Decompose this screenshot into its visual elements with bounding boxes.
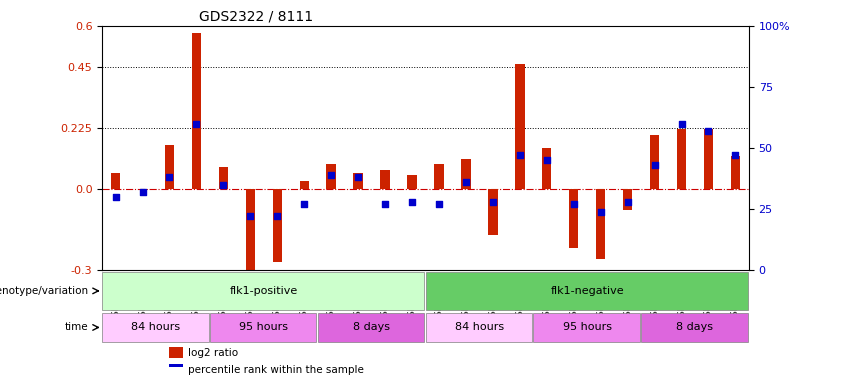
Point [486, 199, 500, 205]
Point [297, 201, 311, 207]
Point [620, 199, 634, 205]
Text: percentile rank within the sample: percentile rank within the sample [188, 365, 364, 375]
Point [109, 194, 123, 200]
Bar [461, 159, 471, 189]
Point [405, 199, 419, 205]
Bar [191, 33, 201, 189]
Bar [219, 167, 228, 189]
Bar [408, 175, 417, 189]
Bar [169, 364, 183, 375]
FancyBboxPatch shape [426, 272, 747, 310]
FancyBboxPatch shape [317, 314, 424, 342]
Point [701, 128, 715, 134]
Bar [169, 347, 183, 358]
Point [567, 201, 580, 207]
Bar [111, 172, 120, 189]
Bar [488, 189, 498, 235]
Point [324, 172, 338, 178]
Bar [623, 189, 632, 210]
FancyBboxPatch shape [210, 314, 317, 342]
Point [675, 121, 688, 127]
Point [135, 189, 150, 195]
Bar [704, 129, 713, 189]
FancyBboxPatch shape [534, 314, 640, 342]
Text: flk1-positive: flk1-positive [230, 286, 298, 296]
Text: flk1-negative: flk1-negative [551, 286, 624, 296]
Point [243, 213, 257, 219]
Text: 8 days: 8 days [353, 322, 390, 333]
Text: 95 hours: 95 hours [239, 322, 288, 333]
Point [594, 209, 608, 214]
Text: log2 ratio: log2 ratio [188, 348, 238, 358]
Point [513, 152, 527, 158]
Point [648, 162, 661, 168]
Point [190, 121, 203, 127]
Point [540, 158, 553, 164]
Text: 84 hours: 84 hours [131, 322, 180, 333]
Point [351, 174, 365, 180]
Point [378, 201, 391, 207]
Bar [327, 164, 336, 189]
Bar [542, 148, 551, 189]
Bar [650, 135, 660, 189]
FancyBboxPatch shape [641, 314, 747, 342]
FancyBboxPatch shape [102, 314, 208, 342]
Text: time: time [65, 322, 89, 333]
Bar [569, 189, 579, 248]
Bar [272, 189, 282, 262]
Point [163, 174, 176, 180]
Bar [677, 129, 686, 189]
Bar [353, 172, 363, 189]
FancyBboxPatch shape [102, 272, 424, 310]
Point [432, 201, 446, 207]
Point [271, 213, 284, 219]
FancyBboxPatch shape [426, 314, 532, 342]
Text: 84 hours: 84 hours [454, 322, 504, 333]
Bar [300, 181, 309, 189]
Bar [380, 170, 390, 189]
Text: GDS2322 / 8111: GDS2322 / 8111 [199, 10, 313, 24]
Bar [731, 156, 740, 189]
Text: 95 hours: 95 hours [563, 322, 612, 333]
Text: 8 days: 8 days [677, 322, 713, 333]
Point [460, 179, 473, 185]
Bar [165, 146, 174, 189]
Bar [246, 189, 255, 275]
Bar [596, 189, 605, 259]
Point [216, 182, 230, 188]
Point [728, 152, 742, 158]
Text: genotype/variation: genotype/variation [0, 286, 89, 296]
Bar [515, 64, 524, 189]
Bar [434, 164, 443, 189]
